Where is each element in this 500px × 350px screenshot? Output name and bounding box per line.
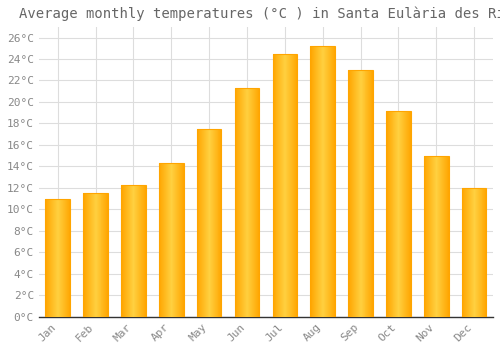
Title: Average monthly temperatures (°C ) in Santa Eulària des Riu: Average monthly temperatures (°C ) in Sa… bbox=[19, 7, 500, 21]
Bar bbox=[462, 188, 486, 317]
Bar bbox=[46, 199, 70, 317]
Bar bbox=[197, 129, 222, 317]
Bar bbox=[310, 46, 335, 317]
Bar bbox=[84, 193, 108, 317]
Bar bbox=[424, 156, 448, 317]
Bar bbox=[348, 70, 373, 317]
Bar bbox=[386, 111, 410, 317]
Bar bbox=[159, 163, 184, 317]
Bar bbox=[121, 185, 146, 317]
Bar bbox=[234, 88, 260, 317]
Bar bbox=[272, 54, 297, 317]
